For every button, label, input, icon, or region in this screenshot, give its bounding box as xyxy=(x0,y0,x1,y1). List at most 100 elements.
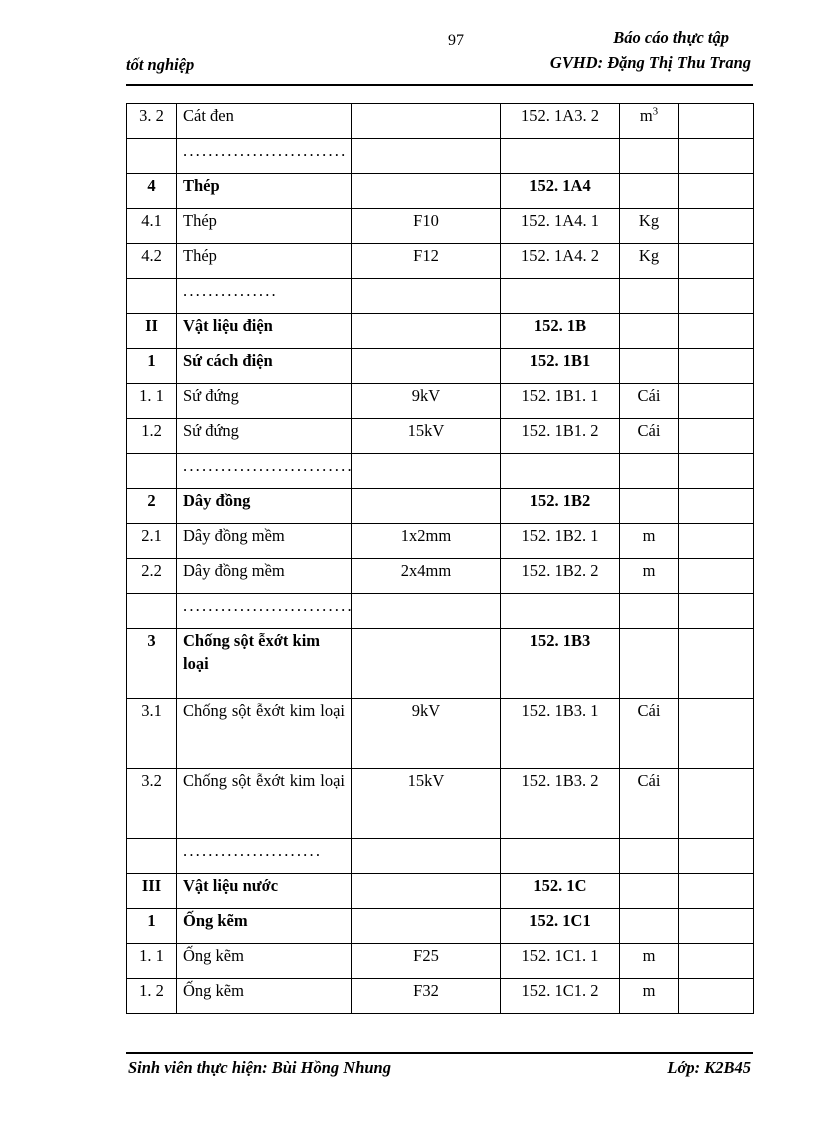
cell-name: ............... xyxy=(176,278,352,314)
cell-stt: 1.2 xyxy=(126,418,177,454)
cell-unit xyxy=(619,593,679,629)
cell-code: 152. 1B xyxy=(500,313,620,349)
cell-unit: m xyxy=(619,978,679,1014)
cell-stt: 2.1 xyxy=(126,523,177,559)
cell-code: 152. 1A4. 1 xyxy=(500,208,620,244)
cell-note xyxy=(678,488,754,524)
cell-unit: Kg xyxy=(619,208,679,244)
page-header: 97 Báo cáo thực tập GVHD: Đặng Thị Thu T… xyxy=(126,28,753,84)
cell-unit xyxy=(619,838,679,874)
cell-note xyxy=(678,593,754,629)
cell-specification: F32 xyxy=(351,978,501,1014)
cell-unit xyxy=(619,138,679,174)
cell-specification xyxy=(351,838,501,874)
cell-code: 152. 1B2. 2 xyxy=(500,558,620,594)
cell-note xyxy=(678,243,754,279)
cell-unit: m3 xyxy=(619,103,679,139)
cell-specification xyxy=(351,348,501,384)
table-row: 1. 1 Sứ đứng 9kV 152. 1B1. 1 Cái xyxy=(126,383,754,419)
cell-name: Sứ đứng xyxy=(176,418,352,454)
cell-name: Sứ đứng xyxy=(176,383,352,419)
cell-note xyxy=(678,523,754,559)
cell-unit xyxy=(619,908,679,944)
cell-unit: m xyxy=(619,943,679,979)
cell-name: Ống kẽm xyxy=(176,978,352,1014)
cell-name: Dây đồng mềm xyxy=(176,523,352,559)
cell-name: ...................... xyxy=(176,838,352,874)
dotted-filler: ........................... xyxy=(183,456,352,475)
cell-code: 152. 1A4 xyxy=(500,173,620,209)
cell-code: 152. 1C1. 2 xyxy=(500,978,620,1014)
student-name: Sinh viên thực hiện: Bùi Hồng Nhung xyxy=(128,1058,391,1077)
cell-stt: II xyxy=(126,313,177,349)
cell-stt xyxy=(126,593,177,629)
cell-unit xyxy=(619,453,679,489)
cell-specification xyxy=(351,593,501,629)
cell-name: Chống sột ễxớt kim loại xyxy=(176,768,352,839)
cell-specification: F12 xyxy=(351,243,501,279)
cell-note xyxy=(678,208,754,244)
cell-name-text: Chống sột ễxớt kim loại xyxy=(183,701,345,720)
cell-note xyxy=(678,558,754,594)
cell-code: 152. 1B3. 1 xyxy=(500,698,620,769)
cell-name: Sứ cách điện xyxy=(176,348,352,384)
cell-code xyxy=(500,278,620,314)
cell-code: 152. 1B1. 2 xyxy=(500,418,620,454)
cell-name: Chống sột ễxớt kim loại xyxy=(176,628,352,699)
header-divider xyxy=(126,84,753,86)
cell-code: 152. 1B2 xyxy=(500,488,620,524)
table-row: 3.2 Chống sột ễxớt kim loại 15kV 152. 1B3. … xyxy=(126,768,754,839)
cell-stt: 1. 1 xyxy=(126,943,177,979)
cell-name: Dây đồng mềm xyxy=(176,558,352,594)
cell-unit: Cái xyxy=(619,698,679,769)
cell-specification: 2x4mm xyxy=(351,558,501,594)
cell-code: 152. 1A3. 2 xyxy=(500,103,620,139)
cell-code: 152. 1B1 xyxy=(500,348,620,384)
page-footer: Sinh viên thực hiện: Bùi Hồng Nhung Lớp:… xyxy=(126,1058,753,1088)
table-row: ........................... xyxy=(126,593,754,629)
cell-name: Thép xyxy=(176,173,352,209)
table-row: 3.1 Chống sột ễxớt kim loại 9kV 152. 1B3. 1… xyxy=(126,698,754,769)
cell-note xyxy=(678,313,754,349)
cell-note xyxy=(678,628,754,699)
cell-specification: 15kV xyxy=(351,418,501,454)
cell-stt xyxy=(126,278,177,314)
cell-note xyxy=(678,873,754,909)
cell-unit xyxy=(619,173,679,209)
cell-specification xyxy=(351,873,501,909)
inventory-table-body: 3. 2 Cát đen 152. 1A3. 2 m3................… xyxy=(126,103,754,1014)
cell-specification xyxy=(351,628,501,699)
cell-code xyxy=(500,138,620,174)
table-row: 1.2 Sứ đứng 15kV 152. 1B1. 2 Cái xyxy=(126,418,754,454)
cell-specification: F10 xyxy=(351,208,501,244)
dotted-filler: .......................... xyxy=(183,141,348,160)
cell-unit: Cái xyxy=(619,383,679,419)
cell-unit xyxy=(619,873,679,909)
cell-stt: 1. 2 xyxy=(126,978,177,1014)
cell-name: ........................... xyxy=(176,453,352,489)
cell-name: Vật liệu điện xyxy=(176,313,352,349)
cell-stt: 3. 2 xyxy=(126,103,177,139)
cell-unit xyxy=(619,313,679,349)
table-row: ........................... xyxy=(126,453,754,489)
cell-specification xyxy=(351,453,501,489)
class-label: Lớp: K2B45 xyxy=(667,1058,751,1077)
cell-specification xyxy=(351,138,501,174)
cell-unit: m xyxy=(619,523,679,559)
cell-name: Vật liệu nước xyxy=(176,873,352,909)
cell-stt xyxy=(126,838,177,874)
cell-unit: Cái xyxy=(619,768,679,839)
cell-stt: 3.1 xyxy=(126,698,177,769)
cell-specification xyxy=(351,313,501,349)
cell-code: 152. 1A4. 2 xyxy=(500,243,620,279)
cell-name-text: Chống sột ễxớt kim loại xyxy=(183,771,345,790)
cell-name: ........................... xyxy=(176,593,352,629)
cell-unit xyxy=(619,628,679,699)
cell-unit: Kg xyxy=(619,243,679,279)
cell-specification: F25 xyxy=(351,943,501,979)
cell-stt xyxy=(126,453,177,489)
cell-stt: III xyxy=(126,873,177,909)
cell-unit: m xyxy=(619,558,679,594)
